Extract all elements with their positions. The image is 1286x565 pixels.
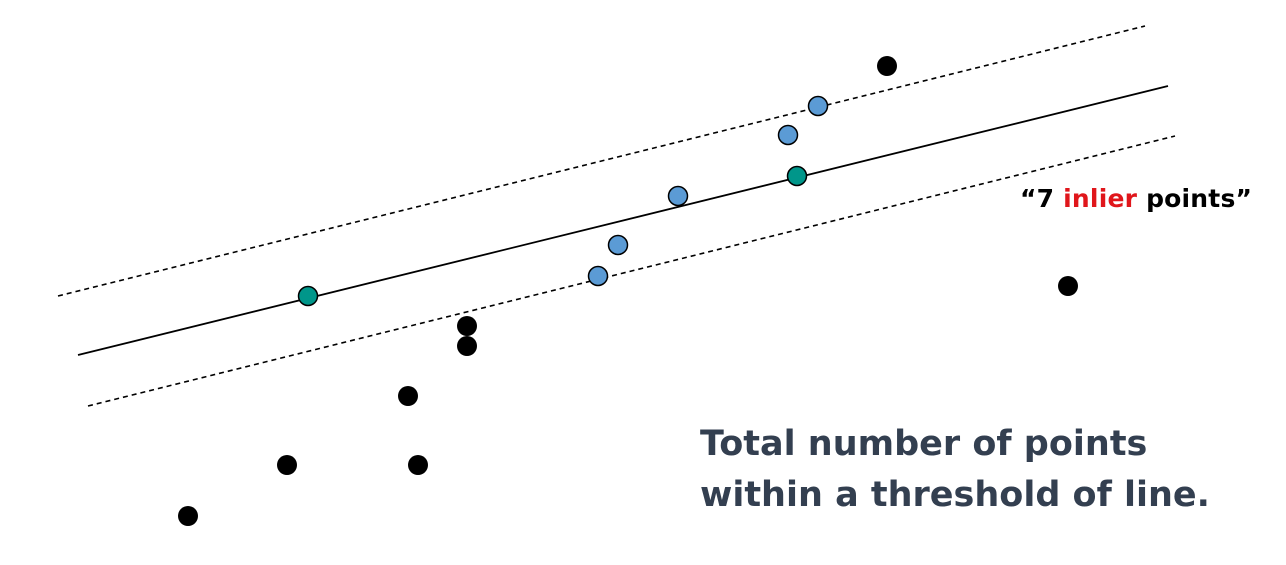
sample-point: [297, 285, 319, 307]
caption: Total number of points within a threshol…: [700, 419, 1210, 521]
fitted-line: [77, 85, 1169, 356]
inlier-point: [667, 185, 689, 207]
open-quote: “: [1020, 184, 1037, 213]
outlier-point: [877, 56, 897, 76]
outlier-point: [408, 455, 428, 475]
inlier-point: [587, 265, 609, 287]
outlier-point: [457, 316, 477, 336]
inlier-word: inlier: [1063, 184, 1138, 213]
inlier-count: 7: [1036, 184, 1055, 213]
upper-threshold-line: [57, 25, 1146, 297]
outlier-point: [1058, 276, 1078, 296]
outlier-point: [178, 506, 198, 526]
inlier-point: [807, 95, 829, 117]
caption-line-1: Total number of points: [700, 424, 1148, 464]
close-quote: ”: [1235, 184, 1253, 213]
points-word: points: [1146, 184, 1236, 213]
caption-line-2: within a threshold of line.: [700, 475, 1210, 515]
outlier-point: [457, 336, 477, 356]
inlier-count-label: “7 inlier points”: [1020, 184, 1252, 213]
outlier-point: [277, 455, 297, 475]
inlier-point: [777, 124, 799, 146]
inlier-point: [607, 234, 629, 256]
lower-threshold-line: [87, 135, 1176, 407]
outlier-point: [398, 386, 418, 406]
sample-point: [786, 165, 808, 187]
